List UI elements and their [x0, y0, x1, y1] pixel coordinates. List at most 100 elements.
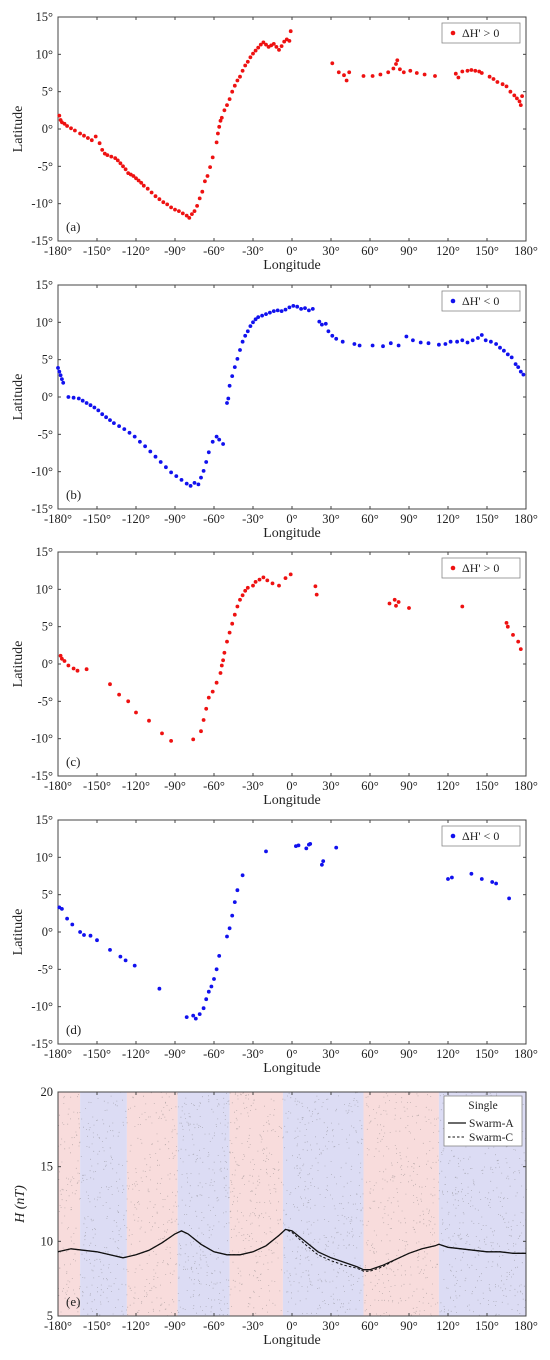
x-tick-label: -150° — [83, 512, 111, 526]
data-point — [248, 55, 253, 60]
data-point — [235, 888, 240, 893]
y-tick-label: 0° — [42, 122, 53, 136]
x-tick-label: 60° — [361, 1319, 379, 1333]
data-point — [208, 165, 213, 170]
data-point — [60, 656, 64, 661]
data-point — [73, 128, 77, 133]
scatter-series — [58, 572, 523, 743]
data-point — [235, 357, 240, 361]
data-point — [394, 603, 398, 608]
data-point — [334, 336, 339, 341]
data-point — [509, 355, 514, 360]
data-point — [317, 319, 322, 324]
data-point — [295, 304, 300, 309]
data-point — [160, 731, 164, 736]
band-blue — [80, 1092, 127, 1316]
data-point — [139, 180, 144, 185]
x-tick-label: -90° — [164, 1047, 186, 1061]
data-point — [251, 51, 255, 56]
data-point — [93, 134, 98, 139]
data-point — [195, 204, 200, 208]
data-point — [342, 73, 346, 78]
data-point — [515, 96, 519, 101]
data-point — [479, 333, 484, 337]
data-point — [76, 396, 81, 401]
x-tick-label: -30° — [242, 779, 264, 793]
x-tick-label: -60° — [203, 779, 225, 793]
x-tick-label: 30° — [322, 244, 340, 258]
data-point — [274, 45, 279, 49]
x-tick-label: -120° — [122, 512, 150, 526]
y-tick-label: 15° — [36, 545, 54, 559]
data-point — [507, 896, 511, 901]
y-tick-label: 10 — [41, 1234, 54, 1248]
data-point — [483, 338, 488, 343]
y-tick-label: -10° — [31, 1000, 53, 1014]
data-point — [500, 82, 505, 87]
legend-box — [441, 825, 521, 847]
data-point — [82, 133, 86, 138]
data-point — [61, 380, 66, 385]
data-point — [479, 877, 484, 881]
data-point — [118, 954, 123, 959]
data-point — [505, 352, 510, 357]
data-point — [145, 186, 150, 191]
x-tick-label: 90° — [400, 244, 418, 258]
data-point — [498, 345, 502, 350]
data-point — [123, 958, 128, 963]
data-point — [518, 369, 523, 374]
data-point — [357, 343, 362, 348]
data-point — [66, 663, 71, 668]
y-tick-label: 0° — [42, 925, 53, 939]
data-point — [126, 699, 131, 704]
data-point — [238, 348, 242, 352]
data-point — [188, 484, 193, 488]
data-point — [221, 658, 226, 663]
data-point — [256, 45, 261, 50]
y-tick-label: 15° — [36, 10, 54, 24]
data-point — [131, 174, 136, 178]
legend: ΔH' < 0 — [441, 290, 521, 312]
y-tick-label: -5° — [38, 159, 53, 173]
data-point — [314, 592, 319, 597]
data-point — [320, 862, 324, 867]
data-point — [370, 74, 375, 78]
data-point — [479, 71, 484, 75]
data-point — [65, 916, 69, 921]
data-point — [235, 78, 240, 83]
x-tick-label: -90° — [164, 512, 186, 526]
data-point — [157, 986, 162, 991]
data-point — [112, 421, 116, 425]
data-point — [381, 344, 385, 349]
y-tick-label: -10° — [31, 197, 53, 211]
data-point — [187, 216, 192, 220]
data-point — [66, 395, 71, 399]
data-point — [470, 338, 475, 343]
y-axis-label: H (nT) — [13, 1185, 28, 1224]
data-point — [260, 313, 264, 318]
y-tick-label: -5° — [38, 427, 53, 441]
data-point — [149, 190, 154, 195]
data-point — [304, 846, 309, 851]
data-point — [147, 718, 151, 723]
data-point — [192, 209, 197, 214]
y-tick-label: 15 — [41, 1160, 54, 1174]
data-point — [197, 1012, 202, 1016]
x-tick-label: 150° — [475, 1047, 499, 1061]
y-axis-label: Latitude — [11, 641, 26, 688]
data-point — [210, 689, 215, 694]
data-point — [200, 189, 205, 194]
data-point — [225, 103, 229, 107]
data-point — [282, 39, 287, 44]
data-point — [513, 362, 518, 366]
scatter-series — [57, 29, 524, 220]
y-tick-label: 5° — [42, 353, 53, 367]
x-tick-label: -180° — [44, 1319, 72, 1333]
raw-samples-texture — [58, 1091, 527, 1317]
x-tick-label: 90° — [400, 779, 418, 793]
x-tick-label: 120° — [436, 779, 460, 793]
x-tick-label: 90° — [400, 1319, 418, 1333]
data-point — [199, 729, 203, 734]
data-point — [192, 481, 197, 485]
y-tick-label: 5 — [47, 1309, 53, 1323]
